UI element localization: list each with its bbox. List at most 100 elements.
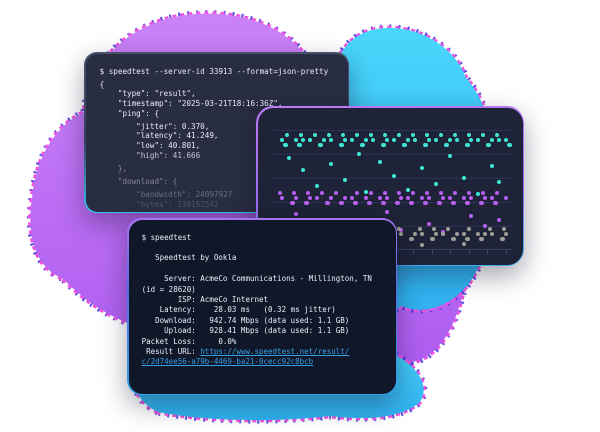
scatter-dot: [363, 137, 369, 143]
scatter-dot: [328, 161, 334, 167]
scatter-dot: [451, 236, 456, 242]
scatter-dot: [284, 132, 290, 138]
scatter-dot: [328, 137, 334, 143]
terminal-line: Download: 942.74 Mbps (data used: 1.1 GB…: [142, 316, 396, 326]
terminal-line: $ speedtest: [142, 233, 396, 243]
scatter-dot: [482, 231, 488, 237]
scatter-dot: [480, 132, 486, 138]
scatter-dot: [340, 132, 346, 138]
scatter-dot: [461, 241, 467, 247]
scatter-dot: [377, 195, 383, 201]
terminal-line: "bytes": 239152592: [99, 199, 219, 209]
scatter-dot: [419, 165, 425, 171]
scatter-dot: [417, 226, 423, 232]
result-url-link[interactable]: https://www.speedtest.net/result/: [200, 347, 350, 357]
scatter-dot: [277, 190, 283, 196]
scatter-dot: [291, 190, 297, 196]
scatter-dot: [395, 200, 400, 206]
terminal-text: Speedtest by Ookla: [141, 253, 237, 263]
scatter-dot: [342, 137, 348, 143]
scatter-dot: [339, 200, 344, 206]
scatter-dot: [305, 190, 311, 196]
scatter-dot: [466, 132, 472, 138]
scatter-dot: [489, 231, 495, 237]
scatter-dot: [391, 173, 397, 179]
scatter-dot: [384, 195, 390, 201]
scatter-dot: [444, 142, 449, 148]
scatter-dot: [461, 195, 467, 201]
scatter-dot: [312, 132, 318, 138]
scatter-dot: [339, 142, 344, 148]
scatter-dot: [314, 195, 320, 201]
scatter-dot: [391, 137, 397, 143]
scatter-dot: [486, 142, 491, 148]
scatter-dot: [293, 137, 299, 143]
scatter-dot: [409, 200, 414, 206]
terminal-line: $ speedtest --server-id 33913 --format=j…: [99, 66, 329, 76]
scatter-dot: [396, 190, 402, 196]
scatter-dot: [493, 200, 498, 206]
scatter-dot: [368, 190, 374, 196]
scatter-dot: [410, 132, 416, 138]
scatter-dot: [363, 195, 369, 201]
scatter-dot: [333, 190, 339, 196]
scatter-dot: [447, 195, 453, 201]
scatter-dot: [482, 195, 488, 201]
terminal-line: {: [99, 79, 105, 89]
scatter-dot: [454, 231, 460, 237]
scatter-dot: [402, 142, 407, 148]
scatter-dot: [479, 236, 484, 242]
result-url-link[interactable]: c/2d74ee56-a79b-4469-ba21-0cecc92c8bcb: [141, 357, 314, 367]
scatter-dot: [447, 137, 453, 143]
scatter-dot: [438, 190, 444, 196]
scatter-dot: [304, 200, 309, 206]
terminal-line: "download": {: [99, 176, 178, 186]
scatter-dot: [419, 195, 425, 201]
scatter-dot: [412, 137, 418, 143]
terminal-line: "latency": 41.249,: [99, 131, 219, 141]
terminal-result-body: $ speedtest Speedtest by Ookla Server: A…: [128, 219, 396, 394]
terminal-line: "low": 40.801,: [99, 140, 201, 150]
scatter-dot: [461, 231, 467, 237]
scatter-dot: [326, 132, 332, 138]
scatter-dot: [437, 200, 442, 206]
scatter-dot: [501, 226, 507, 232]
terminal-line: Upload: 928.41 Mbps (data used: 1.1 GB): [142, 326, 396, 336]
terminal-line: "timestamp": "2025-03-21T18:16:36Z",: [99, 98, 283, 108]
scatter-dot: [307, 195, 313, 201]
scatter-dot: [412, 231, 418, 237]
scatter-dot: [507, 142, 512, 148]
scatter-dot: [433, 137, 439, 143]
scatter-dot: [468, 213, 474, 219]
scatter-dot: [360, 142, 365, 148]
scatter-dot: [381, 142, 386, 148]
scatter-dot: [325, 200, 330, 206]
terminal-text: $ speedtest: [141, 232, 192, 242]
scatter-dot: [279, 137, 285, 143]
scatter-dot: [465, 142, 470, 148]
scatter-dot: [424, 132, 430, 138]
scatter-dot: [419, 231, 425, 237]
scatter-dot: [489, 195, 495, 201]
scatter-dot: [489, 137, 495, 143]
scatter-dot: [423, 142, 428, 148]
scatter-dot: [384, 209, 390, 215]
scatter-dot: [368, 132, 374, 138]
terminal-line: [142, 264, 396, 274]
scatter-dot: [318, 142, 323, 148]
scatter-dot: [500, 236, 505, 242]
scatter-dot: [367, 200, 372, 206]
terminal-text: Result URL:: [141, 347, 201, 357]
scatter-dot: [454, 137, 460, 143]
scatter-dot: [384, 137, 390, 143]
terminal-line: [142, 243, 396, 253]
scatter-dot: [468, 137, 474, 143]
terminal-text: Download: 942.74 Mbps (data used: 1.1 GB…: [141, 315, 350, 325]
scatter-dot: [382, 132, 388, 138]
scatter-dot: [503, 195, 509, 201]
scatter-dot: [300, 167, 306, 173]
scatter-dot: [426, 221, 432, 227]
scatter-dot: [426, 195, 432, 201]
scatter-dot: [405, 187, 411, 193]
scatter-dot: [465, 236, 470, 242]
